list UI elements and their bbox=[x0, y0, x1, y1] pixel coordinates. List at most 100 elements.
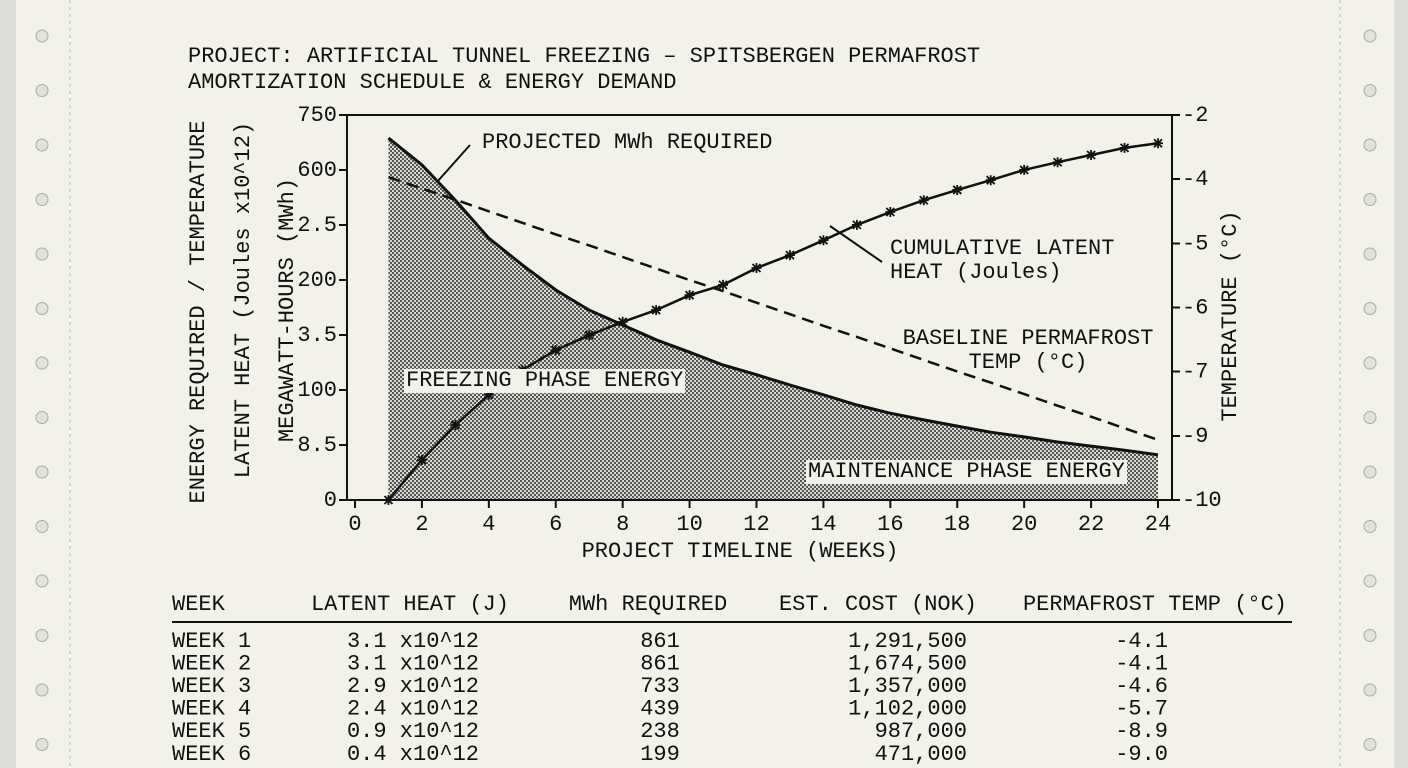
sprocket-hole bbox=[1363, 738, 1377, 751]
table-cell: 1,357,000 bbox=[848, 674, 967, 699]
table-header: EST. COST (NOK) bbox=[779, 592, 977, 617]
table-cell: -9.0 bbox=[1115, 742, 1168, 767]
table-cell: WEEK 3 bbox=[172, 674, 251, 699]
sprocket-hole bbox=[1363, 193, 1377, 206]
star-marker bbox=[684, 290, 695, 301]
star-marker bbox=[1019, 164, 1030, 175]
y-tick-label: 200 bbox=[297, 268, 337, 293]
table-cell: 861 bbox=[640, 629, 680, 654]
table-header: PERMAFROST TEMP (°C) bbox=[1023, 592, 1287, 617]
x-tick-label: 2 bbox=[415, 512, 428, 537]
series-label: PROJECTED MWh REQUIRED bbox=[482, 130, 773, 155]
star-marker bbox=[818, 235, 829, 246]
star-marker bbox=[450, 420, 461, 431]
y-tick-label: 3.5 bbox=[297, 323, 337, 348]
y-title: LATENT HEAT (Joules x10^12) bbox=[231, 122, 256, 478]
table-cell: 0.9 x10^12 bbox=[347, 719, 479, 744]
table-cell: 3.1 x10^12 bbox=[347, 651, 479, 676]
star-marker bbox=[952, 184, 963, 195]
sprocket-hole bbox=[1363, 520, 1377, 533]
table-cell: WEEK 5 bbox=[172, 719, 251, 744]
sprocket-hole bbox=[35, 574, 49, 588]
y-tick-label: 100 bbox=[297, 378, 337, 403]
star-marker bbox=[651, 305, 662, 316]
y2-tick-label: -5 bbox=[1182, 231, 1208, 256]
star-marker bbox=[550, 345, 561, 356]
y2-tick-label: -2 bbox=[1182, 103, 1208, 128]
subtitle: AMORTIZATION SCHEDULE & ENERGY DEMAND bbox=[188, 70, 676, 95]
star-marker bbox=[416, 454, 427, 465]
sprocket-hole bbox=[1363, 629, 1377, 642]
y-tick-label: 2.5 bbox=[297, 213, 337, 238]
sprocket-hole bbox=[1363, 29, 1377, 43]
x-title: PROJECT TIMELINE (WEEKS) bbox=[582, 539, 899, 564]
sprocket-hole bbox=[1363, 574, 1377, 588]
y2-tick-label: -6 bbox=[1182, 295, 1208, 320]
sprocket-hole bbox=[35, 465, 49, 479]
star-marker bbox=[751, 262, 762, 273]
sprocket-hole bbox=[35, 629, 49, 642]
sprocket-hole bbox=[1363, 411, 1377, 424]
sprocket-hole bbox=[35, 247, 49, 261]
y2-tick-label: -7 bbox=[1182, 359, 1208, 384]
area-fill bbox=[388, 138, 1158, 500]
sprocket-hole bbox=[1363, 247, 1377, 261]
table-cell: 238 bbox=[640, 719, 680, 744]
y-title: ENERGY REQUIRED / TEMPERATURE bbox=[186, 121, 211, 504]
sprocket-hole bbox=[1363, 302, 1377, 315]
y-tick-label: 8.5 bbox=[297, 433, 337, 458]
star-marker bbox=[1119, 142, 1130, 153]
x-tick-label: 18 bbox=[944, 512, 970, 537]
x-tick-label: 12 bbox=[743, 512, 769, 537]
sprocket-hole bbox=[35, 138, 49, 152]
sprocket-hole bbox=[35, 193, 49, 206]
star-marker bbox=[1052, 157, 1063, 168]
table-cell: 1,674,500 bbox=[848, 651, 967, 676]
table-cell: WEEK 4 bbox=[172, 697, 251, 722]
series-label: CUMULATIVE LATENT HEAT (Joules) bbox=[890, 236, 1115, 285]
star-marker bbox=[617, 316, 628, 327]
table-cell: WEEK 1 bbox=[172, 629, 251, 654]
star-marker bbox=[885, 207, 896, 218]
star-marker bbox=[483, 389, 494, 400]
table-cell: -8.9 bbox=[1115, 719, 1168, 744]
sprocket-hole bbox=[35, 738, 49, 751]
sprocket-hole bbox=[35, 411, 49, 424]
sprocket-hole bbox=[1363, 138, 1377, 152]
table-header: WEEK bbox=[172, 592, 226, 617]
sprocket-hole bbox=[35, 29, 49, 43]
x-tick-label: 14 bbox=[810, 512, 836, 537]
y-tick-label: 750 bbox=[297, 103, 337, 128]
callout-arrow bbox=[829, 225, 883, 263]
table-cell: -5.7 bbox=[1115, 697, 1168, 722]
callout-arrow bbox=[436, 144, 471, 183]
table-cell: 1,291,500 bbox=[848, 629, 967, 654]
star-marker bbox=[784, 250, 795, 261]
title: PROJECT: ARTIFICIAL TUNNEL FREEZING – SP… bbox=[188, 44, 980, 69]
y2-tick-label: -10 bbox=[1182, 488, 1222, 513]
table-cell: 199 bbox=[640, 742, 680, 767]
annotation: MAINTENANCE PHASE ENERGY bbox=[806, 459, 1127, 484]
sprocket-hole bbox=[35, 520, 49, 533]
y-title: MEGAWATT-HOURS (MWh) bbox=[275, 178, 300, 442]
series-label: BASELINE PERMAFROST TEMP (°C) bbox=[902, 326, 1154, 375]
sprocket-hole bbox=[1363, 356, 1377, 370]
star-marker bbox=[918, 195, 929, 206]
table-cell: 1,102,000 bbox=[848, 697, 967, 722]
table-cell: -4.1 bbox=[1115, 651, 1168, 676]
star-marker bbox=[584, 330, 595, 341]
table-cell: 2.9 x10^12 bbox=[347, 674, 479, 699]
table-cell: 0.4 x10^12 bbox=[347, 742, 479, 767]
table-cell: -4.6 bbox=[1115, 674, 1168, 699]
table-cell: 471,000 bbox=[875, 742, 967, 767]
star-marker bbox=[1086, 150, 1097, 161]
x-tick-label: 8 bbox=[616, 512, 629, 537]
x-tick-label: 0 bbox=[348, 512, 361, 537]
sprocket-hole bbox=[1363, 683, 1377, 697]
y2-title: TEMPERATURE (°C) bbox=[1218, 210, 1243, 421]
table-header: LATENT HEAT (J) bbox=[311, 592, 509, 617]
sprocket-hole bbox=[35, 302, 49, 315]
y-tick-label: 0 bbox=[324, 488, 337, 513]
